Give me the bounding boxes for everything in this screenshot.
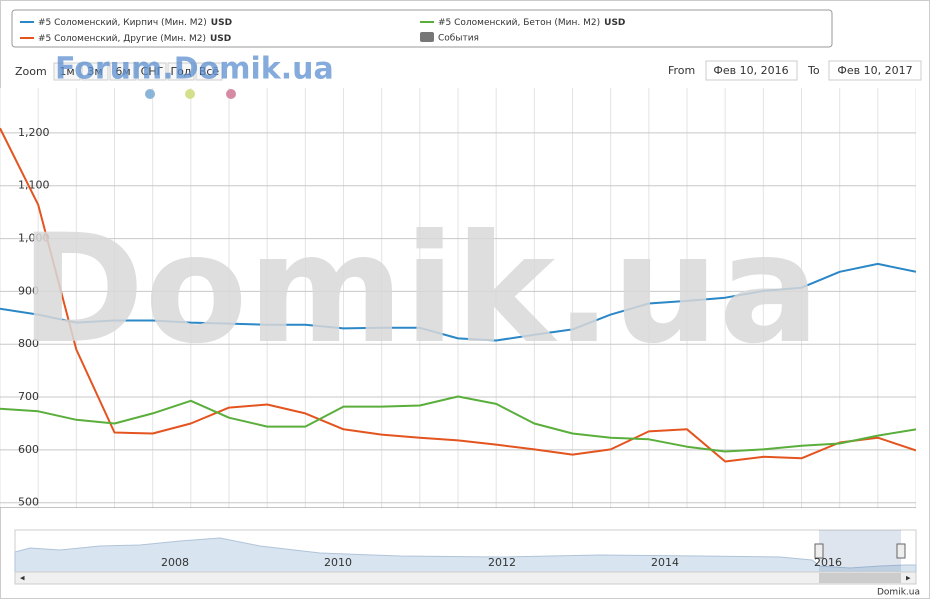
- y-tick-label: 700: [18, 390, 39, 403]
- credits: Domik.ua: [877, 588, 920, 598]
- zoom-button[interactable]: [109, 62, 137, 81]
- scrollbar[interactable]: [14, 571, 917, 585]
- legend-name: #5 Соломенский, Бетон (Мин. М2): [438, 18, 600, 28]
- navigator-label: 2012: [488, 556, 516, 569]
- watermark-forum: Forum.Domik.ua: [55, 52, 334, 87]
- y-tick-label: 1,100: [18, 179, 50, 192]
- from-label: From: [668, 64, 695, 77]
- y-tick-label: 900: [18, 284, 39, 297]
- y-tick-label: 1,200: [18, 126, 50, 139]
- navigator-handle[interactable]: [814, 543, 824, 559]
- y-tick-label: 1,000: [18, 232, 50, 245]
- navigator-label: 2008: [161, 556, 189, 569]
- legend-label: События: [438, 34, 479, 44]
- legend-swatch: [420, 32, 434, 42]
- zoom-button-label: 6м: [115, 65, 130, 78]
- zoom-button[interactable]: [195, 62, 223, 81]
- legend-box: [11, 9, 833, 48]
- zoom-button[interactable]: [167, 62, 195, 81]
- navigator-label: 2014: [651, 556, 679, 569]
- legend-label: #5 Соломенский, Кирпич (Мин. М2) USD: [38, 18, 232, 28]
- to-label: To: [807, 64, 820, 77]
- legend-unit: USD: [211, 18, 232, 28]
- watermark: Domik.ua: [20, 203, 820, 377]
- series-line: [0, 262, 916, 342]
- legend-label: #5 Соломенский, Бетон (Мин. М2) USD: [438, 18, 625, 28]
- zoom-button[interactable]: [81, 62, 109, 81]
- y-tick-label: 600: [18, 443, 39, 456]
- zoom-button-label: Всё: [199, 65, 220, 78]
- legend-name: #5 Соломенский, Другие (Мин. М2): [38, 34, 206, 44]
- navigator-window[interactable]: [819, 530, 901, 572]
- flag: [145, 89, 155, 99]
- to-date: Фев 10, 2017: [837, 64, 912, 77]
- y-tick-label: 800: [18, 337, 39, 350]
- zoom-button-label: 1м: [59, 65, 74, 78]
- zoom-button-label: Год: [170, 65, 191, 78]
- to-input[interactable]: [828, 60, 922, 81]
- navigator-label: 2016: [814, 556, 842, 569]
- zoom-button[interactable]: [53, 62, 81, 81]
- legend-label: #5 Соломенский, Другие (Мин. М2) USD: [38, 34, 231, 44]
- navigator-series: [14, 537, 917, 573]
- flag: [185, 89, 195, 99]
- navigator-label: 2010: [324, 556, 352, 569]
- series-line: [0, 395, 916, 453]
- from-date: Фев 10, 2016: [713, 64, 788, 77]
- zoom-button-label: 3м: [87, 65, 102, 78]
- scroll-left[interactable]: ◂: [20, 574, 25, 584]
- zoom-button-label: СНГ: [141, 65, 164, 78]
- series-line: [0, 127, 916, 463]
- zoom-button[interactable]: [137, 62, 167, 81]
- zoom-label: Zoom: [15, 65, 47, 78]
- legend-name: #5 Соломенский, Кирпич (Мин. М2): [38, 18, 207, 28]
- navigator-handle[interactable]: [896, 543, 906, 559]
- y-tick-label: 500: [18, 496, 39, 509]
- from-input[interactable]: [705, 60, 798, 81]
- scroll-right[interactable]: ▸: [906, 574, 911, 584]
- legend-unit: USD: [604, 18, 625, 28]
- flag: [226, 89, 236, 99]
- scrollbar-thumb[interactable]: [819, 573, 901, 583]
- legend-unit: USD: [210, 34, 231, 44]
